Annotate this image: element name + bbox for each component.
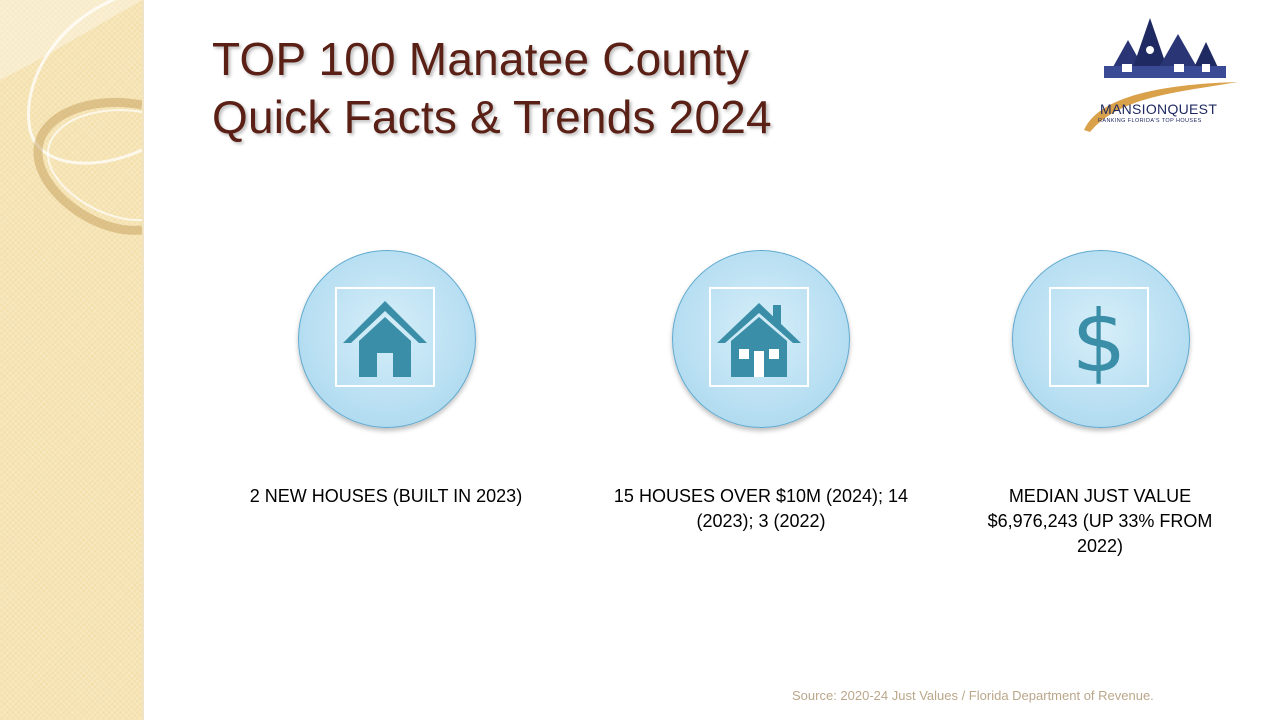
house-icon: [343, 301, 427, 377]
icon-frame: [335, 287, 435, 387]
fact-houses-over-10m: [672, 250, 852, 430]
dollar-sign-icon: $: [1072, 292, 1127, 385]
fact-caption-new-houses: 2 NEW HOUSES (BUILT IN 2023): [249, 486, 523, 506]
fact-median-just-value: $: [1012, 250, 1192, 430]
slide-title: TOP 100 Manatee County Quick Facts & Tre…: [212, 30, 772, 146]
fact-circle: [1012, 250, 1190, 428]
logo-tagline: RANKING FLORIDA'S TOP HOUSES: [1098, 118, 1202, 124]
house-with-windows-icon: [717, 303, 801, 377]
title-line-2: Quick Facts & Trends 2024: [212, 91, 772, 143]
title-line-1: TOP 100 Manatee County: [212, 33, 750, 85]
source-note: Source: 2020-24 Just Values / Florida De…: [792, 688, 1154, 703]
fact-new-houses: [298, 250, 478, 430]
decorative-side-band: [0, 0, 144, 720]
fact-circle: [298, 250, 476, 428]
fact-caption-houses-over-10m: 15 HOUSES OVER $10M (2024); 14 (2023); 3…: [613, 486, 909, 531]
fact-caption-median-just-value: MEDIAN JUST VALUE $6,976,243 (UP 33% FRO…: [987, 486, 1213, 556]
decorative-swirl: [0, 0, 142, 235]
mansionquest-logo-icon: [1084, 18, 1238, 132]
svg-text:$: $: [1072, 292, 1127, 385]
icon-frame: [709, 287, 809, 387]
logo-name: MANSIONQUEST: [1100, 101, 1218, 117]
icon-frame: $: [1049, 287, 1149, 387]
